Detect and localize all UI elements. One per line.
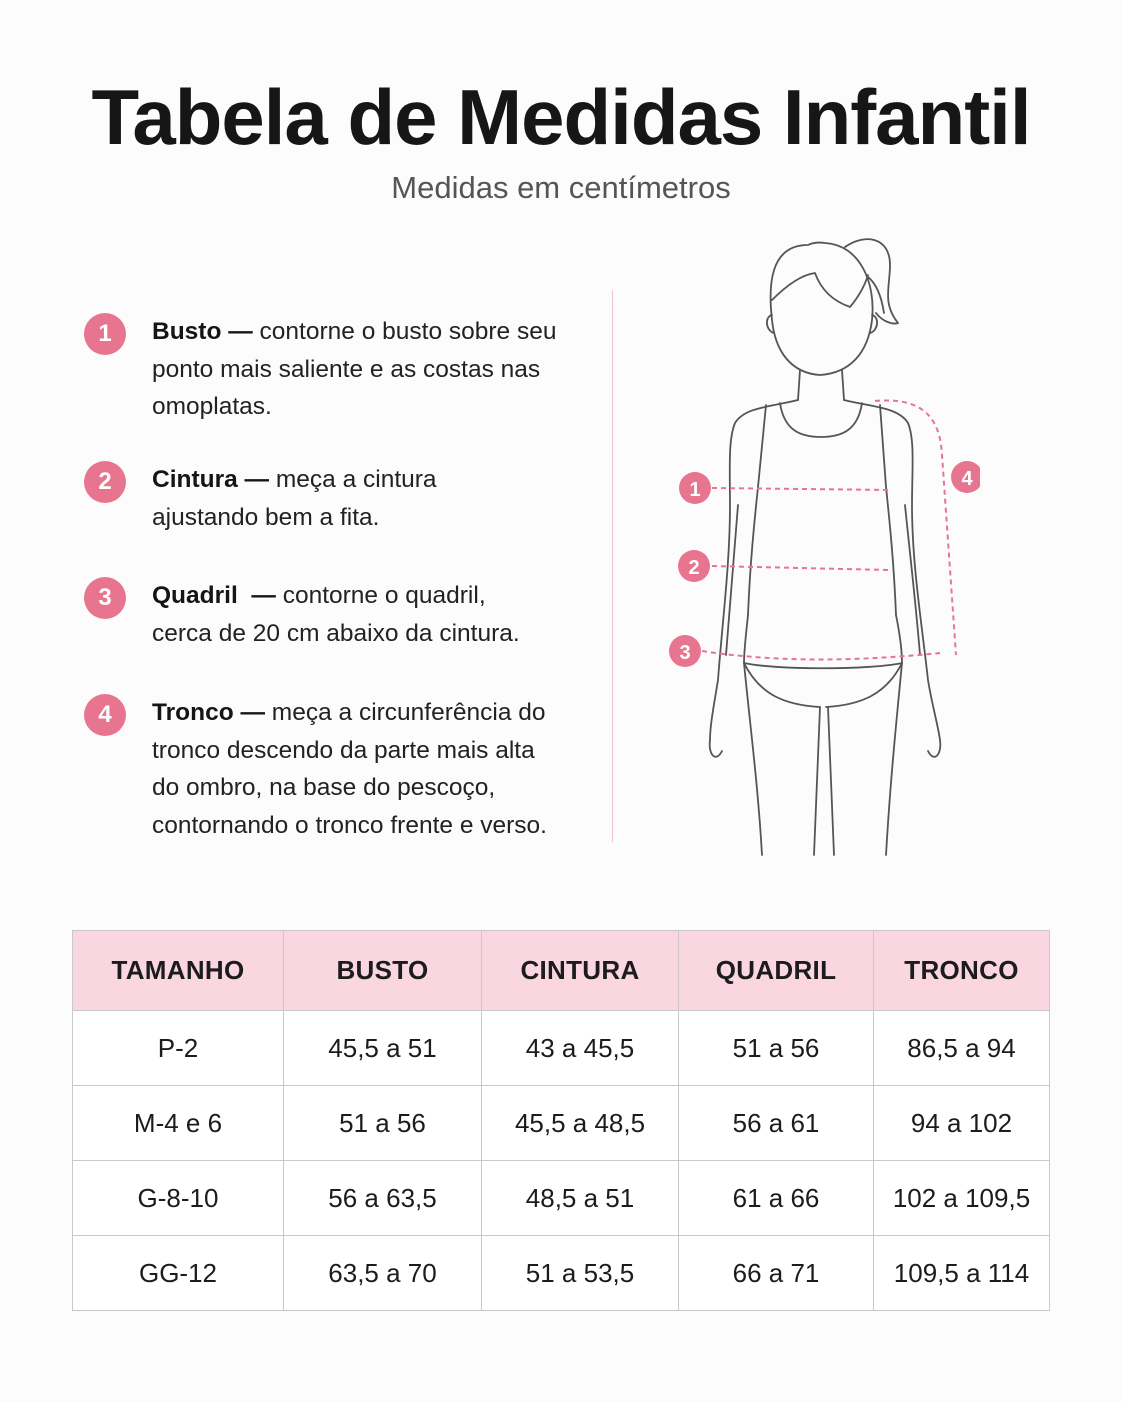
instruction-separator: — (237, 582, 283, 609)
instruction-cintura: 2 Cintura — meça a cintura ajustando bem… (84, 461, 564, 536)
figure-marker-3: 3 (669, 635, 701, 667)
instruction-separator: — (237, 466, 276, 493)
instruction-name: Cintura (152, 466, 238, 493)
figure-marker-4: 4 (951, 461, 980, 493)
table-row: GG-12 63,5 a 70 51 a 53,5 66 a 71 109,5 … (72, 1235, 1050, 1311)
cell-tronco: 109,5 a 114 (873, 1235, 1050, 1311)
header-quadril: QUADRIL (678, 930, 874, 1011)
header-tamanho: TAMANHO (72, 930, 284, 1011)
child-body-figure: 1 2 3 4 (669, 238, 980, 856)
instruction-name: Quadril (152, 582, 238, 609)
measure-line-tronco (874, 399, 957, 656)
cell-tronco: 86,5 a 94 (873, 1010, 1050, 1086)
badge-4: 4 (84, 694, 126, 736)
table-row: M-4 e 6 51 a 56 45,5 a 48,5 56 a 61 94 a… (72, 1085, 1050, 1161)
vertical-divider (612, 290, 613, 842)
page-title: Tabela de Medidas Infantil (91, 73, 1031, 161)
instruction-text: Cintura — meça a cintura ajustando bem a… (152, 461, 472, 536)
cell-tronco: 94 a 102 (873, 1085, 1050, 1161)
instruction-description: meça a circunferência do tronco descendo… (152, 699, 547, 839)
badge-2: 2 (84, 461, 126, 503)
instruction-text: Tronco — meça a circunferência do tronco… (152, 694, 564, 844)
cell-busto: 45,5 a 51 (283, 1010, 482, 1086)
cell-size: M-4 e 6 (72, 1085, 284, 1161)
badge-1: 1 (84, 313, 126, 355)
cell-quadril: 61 a 66 (678, 1160, 874, 1236)
instruction-description: contorne o busto sobre seu ponto mais sa… (152, 318, 557, 420)
cell-size: P-2 (72, 1010, 284, 1086)
cell-tronco: 102 a 109,5 (873, 1160, 1050, 1236)
cell-cintura: 51 a 53,5 (481, 1235, 679, 1311)
cell-busto: 63,5 a 70 (283, 1235, 482, 1311)
instruction-separator: — (233, 699, 272, 726)
page-subtitle: Medidas em centímetros (391, 170, 731, 205)
instruction-name: Busto (152, 318, 222, 345)
instruction-tronco: 4 Tronco — meça a circunferência do tron… (84, 694, 564, 844)
instruction-description: contorne o quadril, cerca de 20 cm abaix… (152, 582, 520, 647)
figure-torso (709, 399, 799, 741)
svg-text:3: 3 (679, 642, 690, 664)
instruction-text: Busto — contorne o busto sobre seu ponto… (152, 313, 564, 426)
instruction-description: meça a cintura ajustando bem a fita. (152, 466, 437, 531)
measure-line-cintura (711, 565, 889, 571)
header-busto: BUSTO (283, 930, 482, 1011)
badge-3: 3 (84, 577, 126, 619)
instruction-quadril: 3 Quadril — contorne o quadril, cerca de… (84, 577, 564, 652)
measure-line-busto (711, 487, 893, 491)
svg-text:4: 4 (961, 468, 973, 490)
figure-marker-2: 2 (678, 550, 710, 582)
instruction-busto: 1 Busto — contorne o busto sobre seu pon… (84, 313, 564, 426)
cell-cintura: 43 a 45,5 (481, 1010, 679, 1086)
figure-marker-1: 1 (679, 472, 711, 504)
header-tronco: TRONCO (873, 930, 1050, 1011)
cell-quadril: 66 a 71 (678, 1235, 874, 1311)
instruction-text: Quadril — contorne o quadril, cerca de 2… (152, 577, 532, 652)
svg-text:1: 1 (689, 479, 700, 501)
cell-quadril: 56 a 61 (678, 1085, 874, 1161)
size-table: TAMANHO BUSTO CINTURA QUADRIL TRONCO P-2… (72, 930, 1050, 1311)
figure-head (769, 241, 874, 376)
instruction-name: Tronco (152, 699, 234, 726)
header-cintura: CINTURA (481, 930, 679, 1011)
table-row: P-2 45,5 a 51 43 a 45,5 51 a 56 86,5 a 9… (72, 1010, 1050, 1086)
instruction-separator: — (221, 318, 260, 345)
cell-cintura: 48,5 a 51 (481, 1160, 679, 1236)
svg-text:2: 2 (688, 557, 699, 579)
cell-size: G-8-10 (72, 1160, 284, 1236)
cell-size: GG-12 (72, 1235, 284, 1311)
cell-quadril: 51 a 56 (678, 1010, 874, 1086)
measure-line-quadril (701, 650, 941, 661)
table-header-row: TAMANHO BUSTO CINTURA QUADRIL TRONCO (72, 930, 1050, 1011)
cell-busto: 51 a 56 (283, 1085, 482, 1161)
cell-busto: 56 a 63,5 (283, 1160, 482, 1236)
table-row: G-8-10 56 a 63,5 48,5 a 51 61 a 66 102 a… (72, 1160, 1050, 1236)
cell-cintura: 45,5 a 48,5 (481, 1085, 679, 1161)
